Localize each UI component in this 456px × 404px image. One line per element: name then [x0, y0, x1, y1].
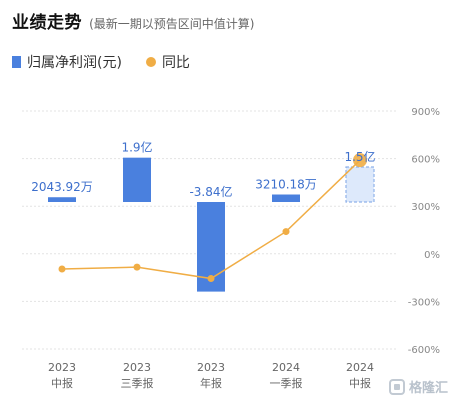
x-tick-label-period: 中报 — [349, 376, 371, 390]
bar-value-label: 2043.92万 — [31, 180, 93, 194]
yoy-point — [282, 228, 290, 236]
legend-item-yoy[interactable]: 同比 — [145, 52, 190, 72]
x-tick-label-year: 2023 — [197, 361, 225, 374]
y-tick-label: 900% — [411, 107, 440, 118]
axis-labels: -600% -300% 0% 300% 600% 900% 2023 中报 2023 三季报 202… — [48, 107, 440, 390]
bar-series — [48, 157, 375, 292]
bar-estimate — [345, 166, 375, 203]
watermark-text: 格隆汇 — [408, 381, 448, 396]
x-tick-label-period: 一季报 — [270, 376, 303, 390]
watermark-logo-icon — [388, 378, 405, 395]
yoy-point — [133, 263, 141, 271]
y-tick-label: -600% — [408, 345, 440, 356]
bar — [48, 197, 76, 202]
bar-value-label: 1.5亿 — [344, 149, 375, 164]
yoy-point — [58, 265, 66, 273]
chart-subtitle: (最新一期以预告区间中值计算) — [89, 17, 255, 31]
legend-item-profit[interactable]: 归属净利润(元) — [12, 52, 122, 72]
bar-value-label: 1.9亿 — [121, 140, 152, 155]
y-tick-label: 600% — [411, 155, 440, 166]
x-tick-label-period: 中报 — [51, 376, 73, 390]
x-tick-label-year: 2024 — [346, 361, 374, 374]
legend-line-swatch — [145, 57, 156, 67]
chart-title-row: 业绩走势 (最新一期以预告区间中值计算) — [12, 8, 254, 33]
yoy-point — [207, 275, 215, 283]
x-tick-label-period: 年报 — [200, 376, 222, 390]
chart-legend: 归属净利润(元) 同比 — [12, 52, 214, 72]
legend-label-profit: 归属净利润(元) — [27, 55, 122, 71]
y-tick-label: -300% — [408, 297, 440, 308]
y-tick-label: 300% — [411, 202, 440, 213]
yoy-point-highlight — [353, 153, 367, 168]
data-labels: 2043.92万 1.9亿 -3.84亿 3210.18万 1.5亿 — [31, 140, 375, 199]
watermark: 格隆汇 — [388, 377, 448, 396]
bar-value-label: -3.84亿 — [189, 184, 232, 199]
x-tick-label-period: 三季报 — [121, 376, 154, 390]
bar-value-label: 3210.18万 — [255, 178, 317, 192]
legend-bar-swatch — [12, 56, 21, 68]
legend-label-yoy: 同比 — [161, 55, 190, 71]
bar — [272, 194, 300, 202]
y-tick-label: 0% — [424, 250, 440, 261]
line-series — [58, 153, 367, 283]
chart-title: 业绩走势 — [12, 13, 82, 33]
x-tick-label-year: 2023 — [123, 361, 151, 374]
x-tick-label-year: 2023 — [48, 361, 76, 374]
bar — [123, 157, 151, 202]
x-tick-label-year: 2024 — [272, 361, 300, 374]
